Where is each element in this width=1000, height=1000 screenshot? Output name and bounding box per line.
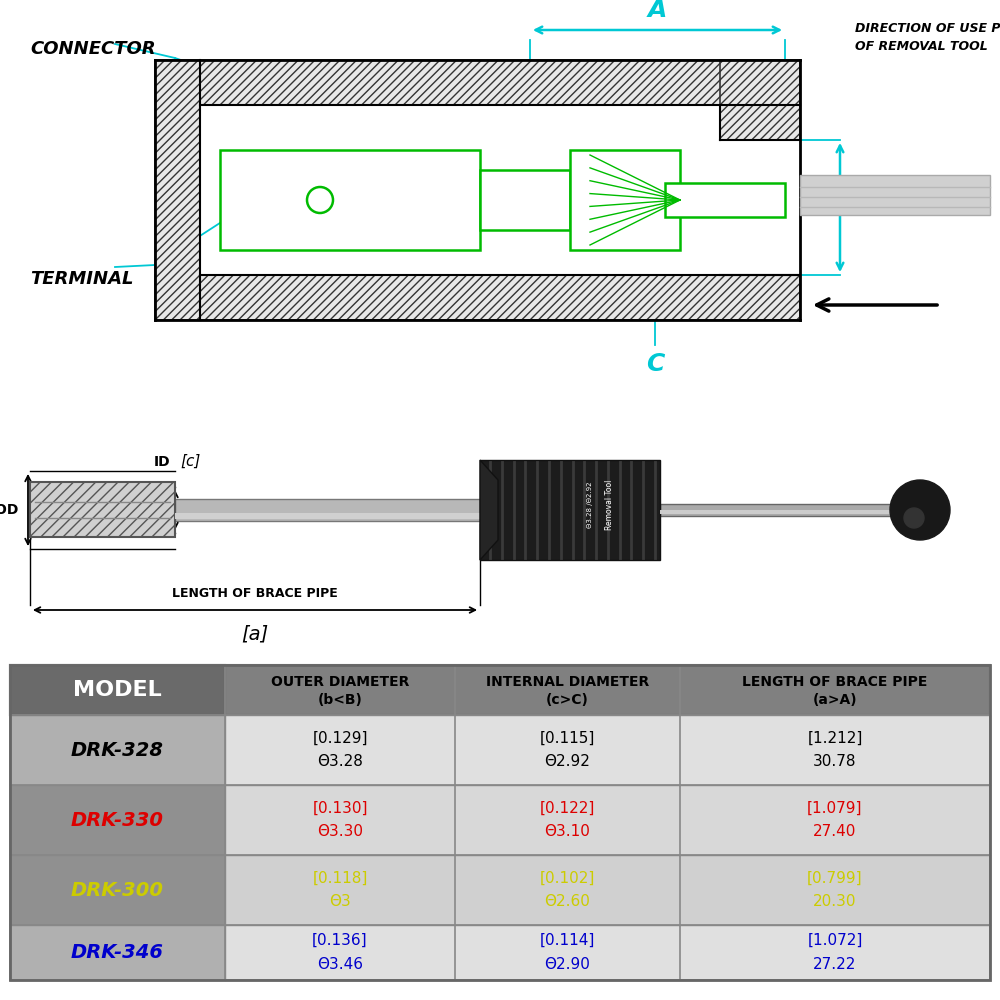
Text: [0.114]: [0.114]	[540, 933, 595, 948]
Bar	[660, 510, 900, 514]
Text: Removal Tool: Removal Tool	[606, 480, 614, 530]
Circle shape	[890, 480, 950, 540]
Bar	[225, 785, 990, 855]
Text: [a]: [a]	[241, 625, 269, 644]
Text: [c]: [c]	[180, 454, 200, 469]
Text: 20.30: 20.30	[813, 894, 857, 910]
Text: [0.799]: [0.799]	[807, 870, 863, 886]
Text: OD: OD	[0, 503, 23, 517]
Bar	[30, 482, 175, 537]
Bar	[720, 60, 800, 140]
Bar	[155, 275, 800, 320]
Bar	[175, 499, 480, 521]
Bar	[800, 175, 990, 215]
Text: DRK-330: DRK-330	[71, 810, 164, 830]
Text: Θ2.90: Θ2.90	[545, 957, 590, 972]
Text: CONNECTOR: CONNECTOR	[30, 40, 156, 58]
Text: C: C	[646, 352, 664, 376]
Bar	[10, 665, 225, 715]
Text: Θ3.28: Θ3.28	[317, 754, 363, 770]
Polygon shape	[480, 460, 498, 560]
Text: Θ2.92: Θ2.92	[545, 754, 590, 770]
Bar	[10, 855, 225, 925]
Bar	[225, 715, 990, 785]
Text: [0.115]: [0.115]	[540, 730, 595, 746]
Text: [0.118]: [0.118]	[312, 870, 368, 886]
Text: Θ3.10: Θ3.10	[545, 824, 590, 840]
Text: DRK-300: DRK-300	[71, 880, 164, 900]
Circle shape	[904, 508, 924, 528]
Text: Θ3.28 /Θ2.92: Θ3.28 /Θ2.92	[587, 482, 593, 528]
Bar	[10, 715, 225, 785]
Text: [1.079]: [1.079]	[807, 800, 863, 816]
Text: A: A	[648, 0, 667, 22]
Text: 30.78: 30.78	[813, 754, 857, 770]
Bar	[660, 504, 900, 516]
Text: [0.122]: [0.122]	[540, 800, 595, 816]
Bar	[225, 855, 990, 925]
Bar	[665, 183, 785, 217]
Text: (a>A): (a>A)	[813, 693, 857, 707]
Text: (c>C): (c>C)	[546, 693, 589, 707]
Text: [0.136]: [0.136]	[312, 933, 368, 948]
Text: B: B	[852, 196, 871, 220]
Bar	[480, 460, 660, 560]
Text: TERMINAL: TERMINAL	[30, 270, 134, 288]
Bar	[155, 60, 800, 105]
Bar	[10, 925, 225, 980]
Text: (b<B): (b<B)	[318, 693, 362, 707]
Text: [1.212]: [1.212]	[807, 730, 863, 746]
Text: INTERNAL DIAMETER: INTERNAL DIAMETER	[486, 675, 649, 689]
Text: OF REMOVAL TOOL: OF REMOVAL TOOL	[855, 40, 988, 53]
Text: DRK-346: DRK-346	[71, 943, 164, 962]
Text: [0.129]: [0.129]	[312, 730, 368, 746]
Text: Θ3.46: Θ3.46	[317, 957, 363, 972]
Text: Θ3: Θ3	[329, 894, 351, 910]
Bar	[480, 170, 570, 230]
Text: [b]: [b]	[36, 502, 58, 518]
Bar	[155, 60, 200, 320]
Bar	[10, 665, 990, 715]
Bar	[10, 785, 225, 855]
Text: Θ2.60: Θ2.60	[545, 894, 590, 910]
Text: DIRECTION OF USE POSITION: DIRECTION OF USE POSITION	[855, 22, 1000, 35]
Text: ID: ID	[153, 455, 170, 469]
Text: DRK-328: DRK-328	[71, 740, 164, 760]
Bar	[570, 150, 680, 250]
Text: [1.072]: [1.072]	[807, 933, 863, 948]
Bar	[225, 925, 990, 980]
Text: OUTER DIAMETER: OUTER DIAMETER	[271, 675, 409, 689]
Text: 27.22: 27.22	[813, 957, 857, 972]
Text: LENGTH OF BRACE PIPE: LENGTH OF BRACE PIPE	[172, 587, 338, 600]
Text: Θ3.30: Θ3.30	[317, 824, 363, 840]
Bar	[10, 665, 990, 980]
Text: [0.102]: [0.102]	[540, 870, 595, 886]
Bar	[175, 513, 480, 519]
Bar	[220, 150, 480, 250]
Text: 27.40: 27.40	[813, 824, 857, 840]
Text: LENGTH OF BRACE PIPE: LENGTH OF BRACE PIPE	[742, 675, 928, 689]
Text: [0.130]: [0.130]	[312, 800, 368, 816]
Text: MODEL: MODEL	[73, 680, 162, 700]
